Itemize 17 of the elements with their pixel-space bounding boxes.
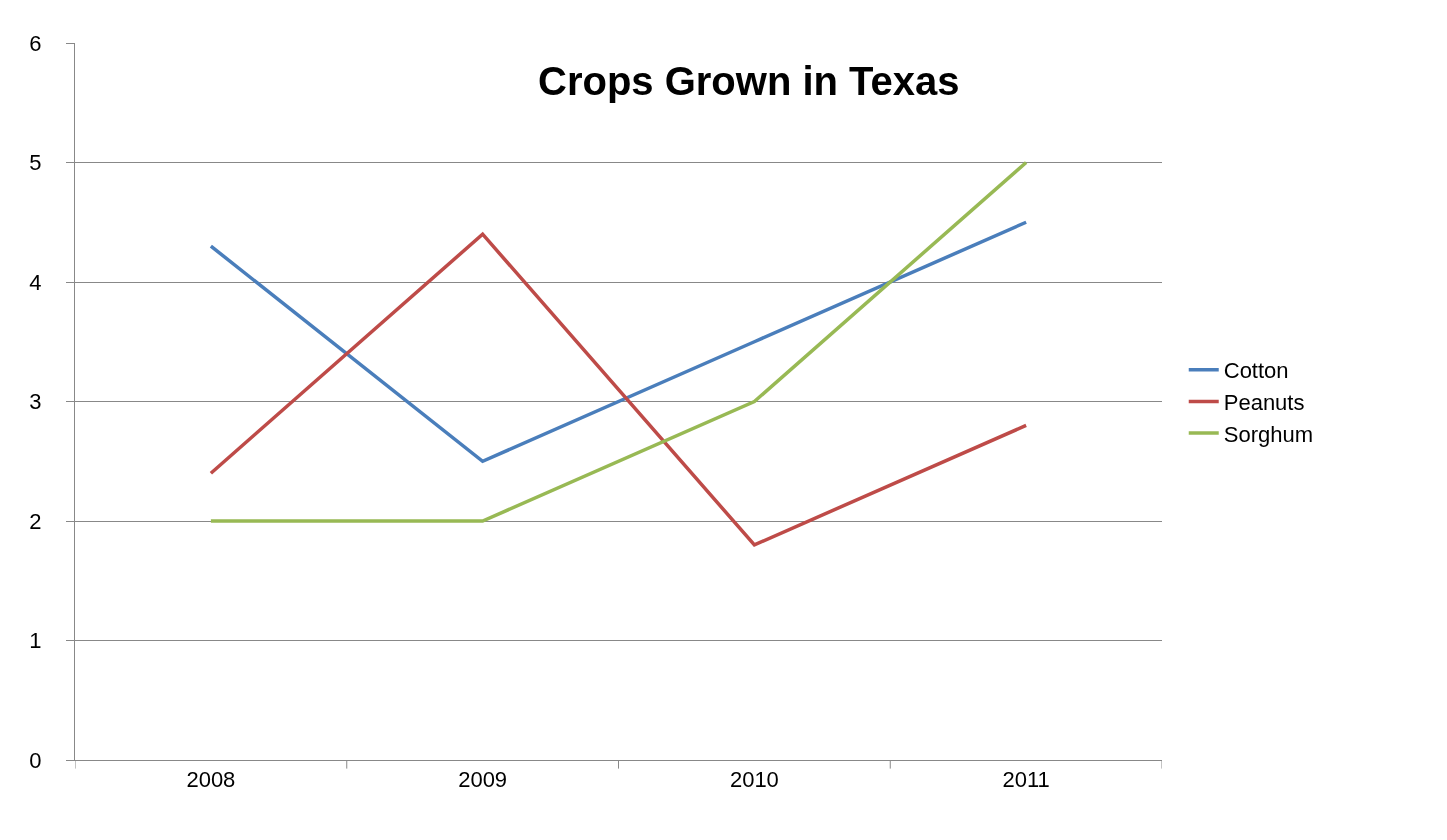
y-tick-label: 5 [29,150,42,176]
line-series [209,232,1028,547]
legend-label: Cotton [1223,358,1289,384]
line-series [209,220,1028,463]
x-tick-label: 2008 [186,767,236,793]
y-tick-label: 1 [29,628,42,654]
y-tick-label: 3 [29,389,42,415]
legend-label: Sorghum [1223,421,1314,447]
y-tick-label: 6 [29,30,42,56]
x-tick-label: 2010 [729,767,779,793]
chart-title: Crops Grown in Texas [538,59,960,103]
x-tick-label: 2011 [1002,767,1050,793]
y-tick-label: 0 [29,747,42,773]
legend-label: Peanuts [1223,389,1305,415]
y-tick-label: 2 [29,508,42,534]
x-tick-label: 2009 [458,767,508,793]
y-tick-label: 4 [29,269,42,295]
